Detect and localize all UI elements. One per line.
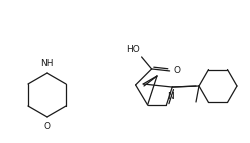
Text: O: O xyxy=(173,66,180,76)
Text: O: O xyxy=(43,122,50,131)
Text: N: N xyxy=(167,92,173,101)
Text: NH: NH xyxy=(40,59,54,68)
Text: HO: HO xyxy=(125,45,139,54)
